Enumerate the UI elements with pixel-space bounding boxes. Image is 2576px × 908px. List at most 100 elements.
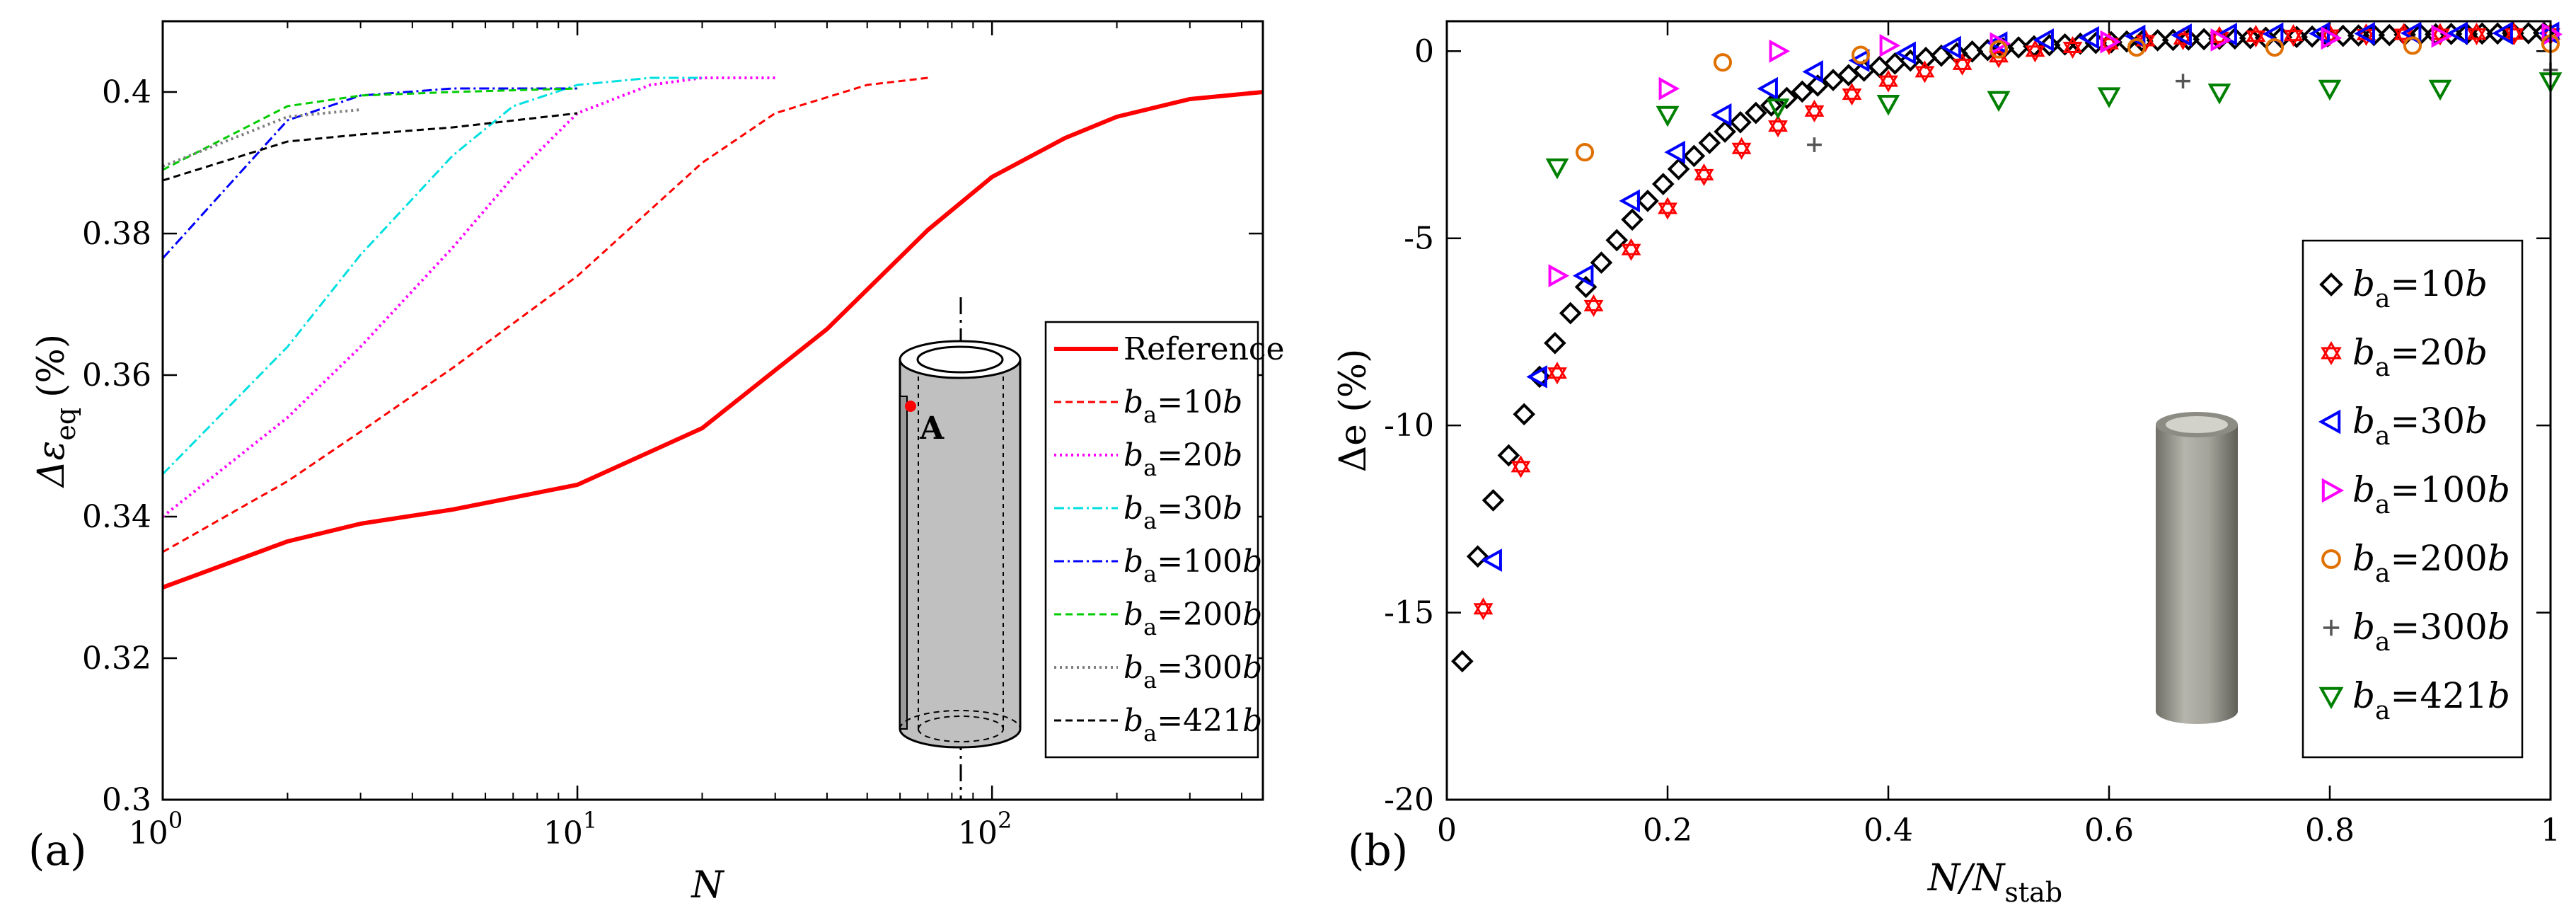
y-tick-label: 0.32 xyxy=(82,640,151,677)
data-point-0 xyxy=(1466,545,1489,568)
data-point-1 xyxy=(2320,23,2340,47)
series-line-2 xyxy=(163,76,775,518)
data-point-3 xyxy=(2100,30,2122,54)
data-point-6 xyxy=(2207,84,2231,105)
data-point-0 xyxy=(2471,22,2494,45)
data-point-6 xyxy=(1545,158,1569,180)
legend-marker xyxy=(2323,619,2340,636)
series-line-5 xyxy=(163,87,578,171)
data-point-0 xyxy=(2486,22,2509,45)
panel-b-xlabel: N/Nstab xyxy=(1927,857,2062,908)
legend-label: ba=421b xyxy=(2352,675,2510,725)
tube-inset-drawing: A xyxy=(899,297,1022,800)
data-point-2 xyxy=(2078,25,2099,50)
data-point-4 xyxy=(2265,38,2285,57)
data-point-5 xyxy=(1807,137,1822,152)
data-point-6 xyxy=(1766,98,1790,120)
x-tick-label: 0.8 xyxy=(2305,812,2355,849)
data-point-3 xyxy=(2431,24,2453,48)
data-point-0 xyxy=(2146,29,2169,52)
data-point-1 xyxy=(2246,25,2266,48)
data-point-3 xyxy=(1879,33,1901,57)
legend-label: ba=200b xyxy=(1124,597,1262,640)
panel-a-ylabel: Δεeq (%) xyxy=(30,334,81,488)
panel-a-series xyxy=(163,76,1263,590)
data-point-2 xyxy=(2492,21,2513,45)
data-point-1 xyxy=(1473,597,1494,621)
data-point-3 xyxy=(1989,32,2011,56)
data-point-0 xyxy=(1791,80,1814,103)
data-point-1 xyxy=(1842,83,1862,106)
legend-marker xyxy=(2318,686,2344,710)
y-tick-label: 0.38 xyxy=(82,216,151,252)
svg-text:Δεeq(%): Δεeq (%) xyxy=(30,334,81,488)
panel-a-xlabel: N xyxy=(690,864,724,907)
panel-b-series xyxy=(1451,21,2563,673)
point-a-marker xyxy=(905,401,916,412)
data-point-1 xyxy=(1658,197,1677,220)
y-tick-label: 0.36 xyxy=(82,357,151,393)
legend-label: ba=100b xyxy=(2352,469,2510,519)
data-point-2 xyxy=(1940,35,1961,59)
data-point-0 xyxy=(1698,132,1721,154)
data-point-1 xyxy=(1914,60,1935,84)
legend-marker xyxy=(2321,341,2342,365)
legend-label: ba=300b xyxy=(1124,650,1262,694)
data-point-2 xyxy=(2447,21,2468,45)
data-point-3 xyxy=(2210,28,2232,52)
legend-label: ba=200b xyxy=(2352,538,2510,588)
data-point-0 xyxy=(1714,120,1736,143)
data-point-2 xyxy=(1710,103,1732,127)
data-point-2 xyxy=(1895,41,1916,65)
data-point-2 xyxy=(1526,365,1547,389)
legend-marker xyxy=(2318,409,2341,435)
x-tick-label: 0.2 xyxy=(1643,812,1692,849)
x-tick-label: 102 xyxy=(958,807,1012,851)
legend-label: ba=100b xyxy=(1124,544,1262,587)
data-point-6 xyxy=(1987,91,2011,113)
data-point-0 xyxy=(2301,25,2323,48)
data-point-1 xyxy=(1694,163,1714,186)
data-point-4 xyxy=(1575,143,1595,162)
point-a-label: A xyxy=(919,410,945,447)
data-point-1 xyxy=(2283,24,2304,47)
data-point-0 xyxy=(2285,25,2309,49)
data-point-4 xyxy=(1989,40,2009,59)
data-point-0 xyxy=(1497,444,1520,467)
data-point-3 xyxy=(1769,39,1791,63)
data-point-0 xyxy=(1513,403,1536,426)
series-line-6 xyxy=(163,108,361,168)
data-point-0 xyxy=(1667,158,1690,180)
data-point-1 xyxy=(2062,36,2083,59)
data-point-5 xyxy=(2176,74,2190,89)
panel-b-legend: ba=10b ba=20b ba=30b ba=100b ba=200b ba=300b b… xyxy=(2301,239,2524,759)
data-point-3 xyxy=(1658,76,1680,100)
data-point-0 xyxy=(1636,190,1659,212)
x-tick-label: 100 xyxy=(129,807,183,851)
y-tick-label: -5 xyxy=(1404,221,1434,257)
panel-a-label: (a) xyxy=(28,826,87,875)
panel-a-frame xyxy=(161,20,1264,801)
panel-b-ticks: 0 0.2 0.4 0.6 0.8 1 -20 -15 -10 -5 0 xyxy=(1384,21,2560,849)
data-point-4 xyxy=(2127,38,2147,57)
data-point-0 xyxy=(2378,23,2401,47)
data-point-2 xyxy=(2033,28,2054,52)
data-point-1 xyxy=(1952,52,1973,76)
legend-label: ba=300b xyxy=(2352,607,2510,657)
panel-a-ticks: 100 101 102 0.3 0.32 0.34 0.36 0.38 0.4 xyxy=(82,21,1263,851)
series-line-4 xyxy=(163,87,578,260)
panel-b-xlabel-sub: stab xyxy=(2004,877,2062,908)
data-point-1 xyxy=(1547,362,1567,385)
data-point-0 xyxy=(1482,489,1505,512)
panel-a-ylabel-sub: eq xyxy=(50,408,81,441)
data-point-1 xyxy=(1878,69,1898,93)
data-point-2 xyxy=(1664,140,1685,164)
data-point-0 xyxy=(2007,36,2030,59)
x-tick-label: 101 xyxy=(543,807,597,851)
data-point-0 xyxy=(2347,24,2370,47)
data-point-3 xyxy=(1548,264,1570,288)
legend-label: ba=30b xyxy=(2352,401,2488,451)
y-tick-label: -10 xyxy=(1384,408,1434,444)
